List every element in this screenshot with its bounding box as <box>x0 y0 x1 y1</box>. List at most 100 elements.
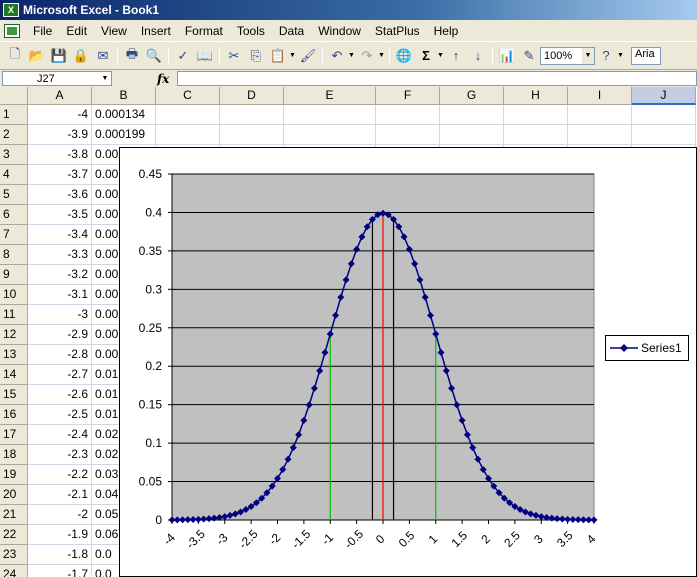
cell-a[interactable]: -1.9 <box>28 525 92 545</box>
cell-j[interactable] <box>632 105 696 125</box>
cell-a[interactable]: -3.7 <box>28 165 92 185</box>
row-header[interactable]: 1 <box>0 105 28 125</box>
row-header[interactable]: 11 <box>0 305 28 325</box>
column-header-a[interactable]: A <box>28 87 92 105</box>
cut-icon[interactable]: ✂ <box>228 47 240 63</box>
column-header-i[interactable]: I <box>568 87 632 105</box>
cell-i[interactable] <box>568 125 632 145</box>
row-header[interactable]: 20 <box>0 485 28 505</box>
cell-a[interactable]: -2.7 <box>28 365 92 385</box>
row-header[interactable]: 21 <box>0 505 28 525</box>
print-icon[interactable]: 🖶 <box>125 45 139 61</box>
cell-h[interactable] <box>504 105 568 125</box>
menu-format[interactable]: Format <box>184 23 223 38</box>
chart-area[interactable]: 0 0.05 0.1 0.15 0.2 0.25 0.3 0.35 0.4 0.45 -4 -3.5-… <box>119 147 697 577</box>
cell-a[interactable]: -2.3 <box>28 445 92 465</box>
email-icon[interactable]: ✉ <box>97 47 109 63</box>
row-header[interactable]: 12 <box>0 325 28 345</box>
menu-file[interactable]: File <box>33 23 53 38</box>
row-header[interactable]: 16 <box>0 405 28 425</box>
row-header[interactable]: 13 <box>0 345 28 365</box>
menu-tools[interactable]: Tools <box>236 23 265 38</box>
select-all-corner[interactable] <box>0 87 28 105</box>
cell-f[interactable] <box>376 125 440 145</box>
row-header[interactable]: 22 <box>0 525 28 545</box>
cell-a[interactable]: -3.5 <box>28 205 92 225</box>
row-header[interactable]: 9 <box>0 265 28 285</box>
undo-icon[interactable]: ↶ <box>331 47 343 63</box>
cell-b[interactable]: 0.000134 <box>92 105 156 125</box>
row-header[interactable]: 24 <box>0 565 28 577</box>
open-icon[interactable]: 📂 <box>28 47 46 63</box>
row-header[interactable]: 14 <box>0 365 28 385</box>
chart-wizard-icon[interactable]: 📊 <box>498 47 516 63</box>
cell-a[interactable]: -3.4 <box>28 225 92 245</box>
zoom-dropdown-icon[interactable]: ▼ <box>582 47 594 64</box>
column-header-b[interactable]: B <box>92 87 156 105</box>
undo-dropdown-icon[interactable]: ▼ <box>348 52 355 59</box>
row-header[interactable]: 10 <box>0 285 28 305</box>
column-header-f[interactable]: F <box>376 87 440 105</box>
cell-a[interactable]: -3 <box>28 305 92 325</box>
column-header-d[interactable]: D <box>220 87 284 105</box>
cell-a[interactable]: -2.6 <box>28 385 92 405</box>
row-header[interactable]: 23 <box>0 545 28 565</box>
cell-a[interactable]: -1.8 <box>28 545 92 565</box>
format-painter-icon[interactable]: 🖌 <box>299 47 317 63</box>
menu-edit[interactable]: Edit <box>66 23 88 38</box>
row-header[interactable]: 2 <box>0 125 28 145</box>
zoom-select[interactable]: 100% ▼ <box>540 46 595 65</box>
drawing-icon[interactable]: ✎ <box>523 47 535 63</box>
column-header-c[interactable]: C <box>156 87 220 105</box>
cell-e[interactable] <box>284 105 376 125</box>
toolbar-options-icon[interactable]: ▼ <box>617 52 624 59</box>
permission-icon[interactable]: 🔒 <box>72 47 90 63</box>
cell-a[interactable]: -3.3 <box>28 245 92 265</box>
autosum-icon[interactable]: Σ <box>422 48 430 63</box>
name-box-dropdown-icon[interactable]: ▼ <box>101 75 109 82</box>
name-box[interactable]: J27 ▼ <box>2 71 112 86</box>
paste-icon[interactable]: 📋 <box>269 47 287 63</box>
column-header-e[interactable]: E <box>284 87 376 105</box>
menu-insert[interactable]: Insert <box>140 23 171 38</box>
font-select[interactable]: Aria <box>631 46 661 65</box>
cell-a[interactable]: -3.2 <box>28 265 92 285</box>
row-header[interactable]: 8 <box>0 245 28 265</box>
cell-e[interactable] <box>284 125 376 145</box>
copy-icon[interactable]: ⎘ <box>250 47 262 63</box>
new-icon[interactable]: 🗋 <box>9 45 21 61</box>
menu-help[interactable]: Help <box>433 23 459 38</box>
menu-data[interactable]: Data <box>278 23 305 38</box>
autosum-dropdown-icon[interactable]: ▼ <box>437 52 444 59</box>
insert-function-icon[interactable]: fx <box>157 71 170 86</box>
cell-a[interactable]: -2.9 <box>28 325 92 345</box>
cell-a[interactable]: -2.8 <box>28 345 92 365</box>
cell-d[interactable] <box>220 125 284 145</box>
spelling-icon[interactable]: ✓ <box>177 47 189 63</box>
row-header[interactable]: 17 <box>0 425 28 445</box>
cell-h[interactable] <box>504 125 568 145</box>
workbook-icon[interactable] <box>4 23 20 38</box>
cell-c[interactable] <box>156 125 220 145</box>
formula-input[interactable] <box>177 71 697 86</box>
cell-i[interactable] <box>568 105 632 125</box>
column-header-g[interactable]: G <box>440 87 504 105</box>
chart-legend[interactable]: Series1 <box>605 335 689 361</box>
research-icon[interactable]: 📖 <box>196 47 214 63</box>
row-header[interactable]: 5 <box>0 185 28 205</box>
cell-a[interactable]: -4 <box>28 105 92 125</box>
row-header[interactable]: 7 <box>0 225 28 245</box>
sort-descending-icon[interactable]: ↓ <box>474 48 482 63</box>
cell-a[interactable]: -3.1 <box>28 285 92 305</box>
redo-icon[interactable]: ↷ <box>361 47 373 63</box>
row-header[interactable]: 18 <box>0 445 28 465</box>
cell-a[interactable]: -3.6 <box>28 185 92 205</box>
cell-g[interactable] <box>440 105 504 125</box>
help-icon[interactable]: ? <box>602 48 610 63</box>
cell-f[interactable] <box>376 105 440 125</box>
row-header[interactable]: 3 <box>0 145 28 165</box>
cell-b[interactable]: 0.000199 <box>92 125 156 145</box>
paste-dropdown-icon[interactable]: ▼ <box>289 52 296 59</box>
cell-d[interactable] <box>220 105 284 125</box>
row-header[interactable]: 4 <box>0 165 28 185</box>
